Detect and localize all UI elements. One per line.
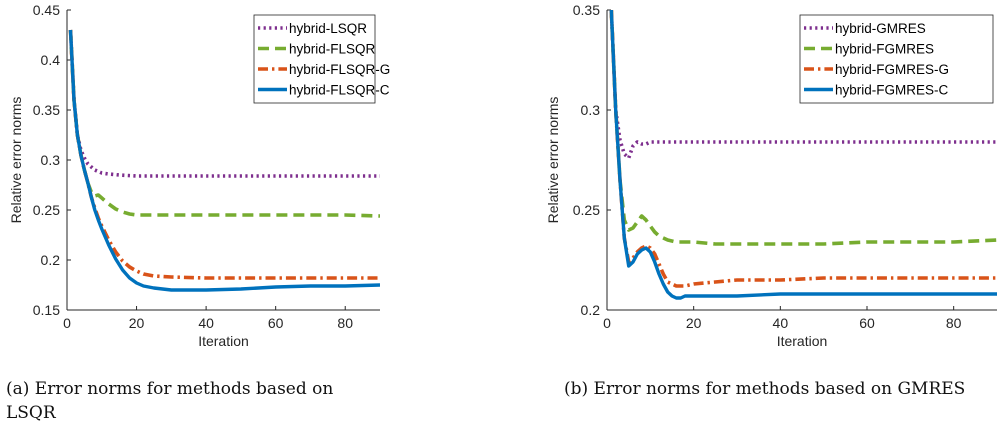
caption-b: (b) Error norms for methods based on GMR… bbox=[564, 379, 966, 399]
series-line-hybrid-FGMRES-C bbox=[609, 10, 997, 300]
legend-label: hybrid-FGMRES bbox=[835, 42, 934, 57]
series-line-hybrid-FLSQR-C bbox=[68, 29, 380, 292]
y-tick-label: 0.2 bbox=[41, 252, 61, 268]
y-tick-label: 0.3 bbox=[41, 152, 61, 168]
x-tick-label: 20 bbox=[129, 315, 145, 331]
y-tick-label: 0.2 bbox=[581, 302, 601, 318]
x-tick-label: 60 bbox=[859, 315, 875, 331]
caption-a: (a) Error norms for methods based on LSQ… bbox=[6, 379, 334, 423]
y-axis-label: Relative error norms bbox=[8, 97, 24, 224]
x-tick-label: 20 bbox=[686, 315, 702, 331]
y-tick-label: 0.4 bbox=[41, 52, 61, 68]
x-tick-label: 40 bbox=[198, 315, 214, 331]
x-tick-label: 80 bbox=[337, 315, 353, 331]
y-tick-label: 0.25 bbox=[33, 202, 60, 218]
x-tick-label: 0 bbox=[603, 315, 611, 331]
x-axis-label: Iteration bbox=[777, 333, 828, 349]
series-line-hybrid-FLSQR bbox=[68, 29, 380, 218]
x-tick-label: 80 bbox=[946, 315, 962, 331]
x-tick-label: 40 bbox=[773, 315, 789, 331]
chart-panel-a: 0.15 0.2 0.25 0.3 0.35 0.4 0.45 0 20 40 60 80 Iterat… bbox=[8, 2, 390, 349]
series-group bbox=[609, 10, 997, 300]
y-tick-label: 0.35 bbox=[573, 2, 600, 18]
y-tick-label: 0.35 bbox=[33, 102, 60, 118]
legend-label: hybrid-FGMRES-C bbox=[835, 83, 949, 98]
legend: hybrid-GMRES hybrid-FGMRES hybrid-FGMRES-G… bbox=[799, 14, 994, 104]
x-axis-label: Iteration bbox=[198, 333, 249, 349]
legend-label: hybrid-FGMRES-G bbox=[835, 62, 949, 77]
legend: hybrid-LSQR hybrid-FLSQR hybrid-FLSQR-G hyb… bbox=[253, 14, 390, 104]
legend-label: hybrid-LSQR bbox=[289, 21, 367, 36]
x-tick-label: 60 bbox=[268, 315, 284, 331]
y-tick-label: 0.15 bbox=[33, 302, 60, 318]
legend-label: hybrid-FLSQR-C bbox=[289, 83, 390, 98]
y-tick-label: 0.25 bbox=[573, 202, 600, 218]
legend-label: hybrid-FLSQR bbox=[289, 42, 376, 57]
series-group bbox=[68, 29, 380, 292]
series-line-hybrid-FGMRES bbox=[609, 10, 997, 246]
y-tick-label: 0.45 bbox=[33, 2, 60, 18]
x-tick-label: 0 bbox=[63, 315, 71, 331]
chart-panel-b: 0.2 0.25 0.3 0.35 0 20 40 60 80 Iteration Relative… bbox=[545, 2, 997, 349]
legend-label: hybrid-FLSQR-G bbox=[289, 62, 390, 77]
y-tick-label: 0.3 bbox=[581, 102, 601, 118]
legend-label: hybrid-GMRES bbox=[835, 21, 926, 36]
y-axis-label: Relative error norms bbox=[545, 97, 561, 224]
